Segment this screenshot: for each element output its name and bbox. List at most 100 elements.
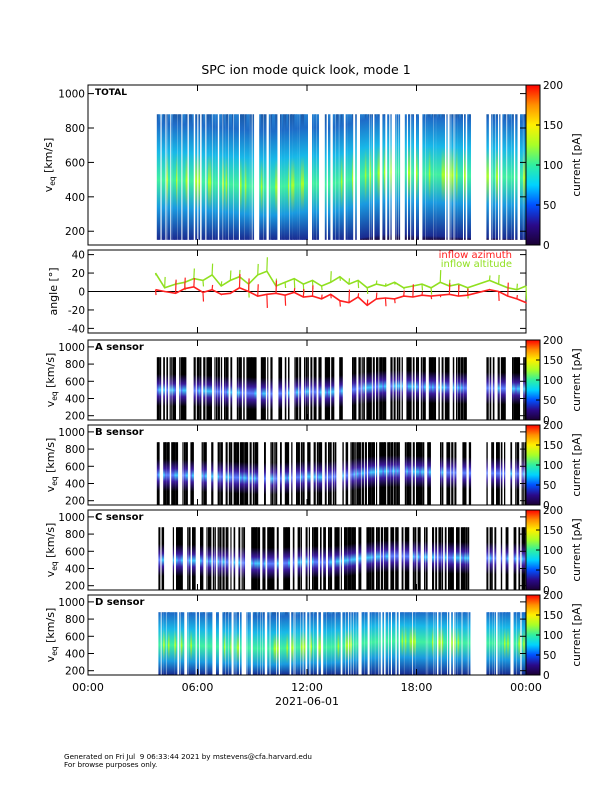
y-tick-label: 1000 (58, 342, 85, 354)
heatmap-column (368, 114, 369, 240)
heatmap-column (246, 442, 248, 505)
heatmap-column (219, 527, 221, 590)
heatmap-column (486, 442, 487, 505)
series-point (458, 285, 459, 296)
heatmap-column (272, 527, 274, 590)
heatmap-column (366, 612, 367, 675)
heatmap-column (190, 612, 192, 675)
heatmap-column (248, 612, 250, 675)
heatmap-column (402, 612, 404, 675)
y-tick-label: 200 (65, 581, 85, 593)
heatmap-column (267, 612, 269, 675)
heatmap-column (221, 442, 223, 505)
heatmap-column (258, 527, 261, 590)
heatmap-column (454, 114, 455, 240)
heatmap-column (189, 612, 191, 675)
heatmap-column (363, 357, 365, 420)
colorbar-tick-label: 100 (543, 630, 563, 642)
heatmap-column (461, 114, 463, 240)
series-point (385, 283, 386, 286)
heatmap-column (250, 442, 252, 505)
heatmap-column (325, 114, 327, 240)
series-point (221, 281, 222, 286)
heatmap-column (195, 114, 197, 240)
series-point (358, 293, 359, 297)
heatmap-column (170, 357, 171, 420)
heatmap-column (314, 442, 316, 505)
heatmap-column (422, 442, 424, 505)
heatmap-column (301, 442, 302, 505)
heatmap-column (173, 527, 174, 590)
heatmap-column (394, 612, 396, 675)
series-point (517, 295, 518, 299)
heatmap-column (370, 612, 371, 675)
x-tick-label: 00:00 (72, 681, 104, 694)
heatmap-column (469, 114, 471, 240)
heatmap-columns (157, 442, 527, 505)
heatmap-column (192, 442, 194, 505)
heatmap-column (296, 612, 298, 675)
heatmap-column (342, 612, 344, 675)
heatmap-column (442, 442, 444, 505)
series-point (490, 275, 491, 280)
heatmap-column (341, 527, 342, 590)
heatmap-column (174, 442, 176, 505)
heatmap-column (467, 527, 469, 590)
heatmap-column (413, 357, 415, 420)
heatmap-column (373, 357, 375, 420)
series-point (294, 279, 295, 288)
series-point (212, 264, 213, 275)
heatmap-column (352, 357, 354, 420)
heatmap-column (235, 612, 236, 675)
heatmap-column (280, 612, 282, 675)
heatmap-column (429, 442, 431, 505)
heatmap-column (346, 114, 348, 240)
heatmap-column (171, 357, 172, 420)
heatmap-column (376, 527, 378, 590)
heatmap-column (291, 442, 292, 505)
heatmap-column (486, 357, 488, 420)
series-point (358, 280, 359, 288)
heatmap-column (288, 612, 290, 675)
heatmap-column (422, 114, 424, 240)
heatmap-column (182, 442, 183, 505)
heatmap-column (378, 527, 380, 590)
heatmap-column (341, 357, 343, 420)
heatmap-column (235, 114, 237, 240)
heatmap-column (176, 114, 177, 240)
series-point (499, 292, 500, 301)
heatmap-column (366, 114, 368, 240)
heatmap-column (493, 612, 494, 675)
heatmap-column (248, 114, 250, 240)
heatmap-column (424, 527, 425, 590)
heatmap-column (262, 114, 263, 240)
heatmap-column (301, 612, 302, 675)
heatmap-column (309, 527, 310, 590)
heatmap-column (358, 357, 360, 420)
series-point (508, 283, 509, 296)
heatmap-column (352, 612, 353, 675)
heatmap-column (392, 527, 394, 590)
heatmap-column (410, 357, 412, 420)
panel-label: B sensor (95, 427, 144, 438)
heatmap-column (288, 442, 289, 505)
heatmap-column (411, 114, 413, 240)
heatmap-column (398, 442, 399, 505)
y-tick-label: 800 (65, 359, 85, 371)
heatmap-column (320, 357, 322, 420)
y-tick-label: 800 (65, 444, 85, 456)
y-axis-label: veq [km/s] (42, 138, 57, 193)
heatmap-column (198, 114, 200, 240)
heatmap-column (330, 612, 332, 675)
heatmap-column (486, 527, 488, 590)
series-point (349, 290, 350, 303)
heatmap-column (424, 114, 425, 240)
heatmap-column (346, 527, 348, 590)
heatmap-column (405, 442, 406, 505)
heatmap-column (296, 442, 298, 505)
heatmap-column (179, 357, 180, 420)
heatmap-column (158, 114, 160, 240)
heatmap-column (280, 442, 282, 505)
series-point (239, 274, 240, 288)
